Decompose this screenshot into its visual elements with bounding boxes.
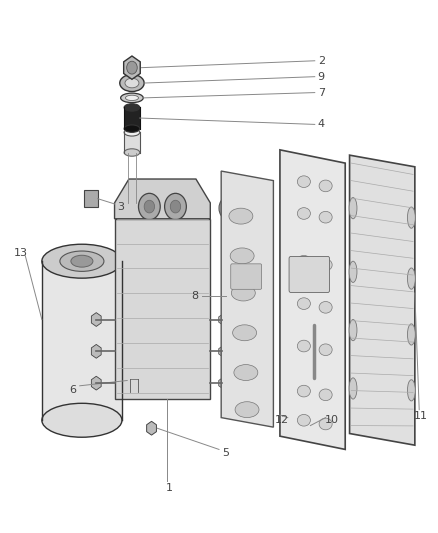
Text: 9: 9 — [318, 71, 325, 82]
Text: 5: 5 — [222, 448, 229, 458]
Ellipse shape — [297, 385, 311, 397]
Ellipse shape — [231, 285, 255, 301]
Text: 7: 7 — [318, 87, 325, 98]
Circle shape — [165, 193, 186, 220]
Polygon shape — [280, 150, 345, 449]
Circle shape — [170, 200, 181, 213]
Polygon shape — [219, 378, 226, 389]
Ellipse shape — [349, 261, 357, 282]
Ellipse shape — [125, 78, 139, 88]
Polygon shape — [92, 313, 101, 326]
Text: 12: 12 — [275, 415, 289, 425]
Circle shape — [219, 197, 238, 220]
Ellipse shape — [130, 390, 138, 394]
Text: 4: 4 — [318, 119, 325, 130]
Ellipse shape — [349, 319, 357, 341]
Text: 1: 1 — [166, 483, 173, 493]
Text: 10: 10 — [325, 415, 339, 425]
Ellipse shape — [319, 302, 332, 313]
Polygon shape — [128, 367, 140, 384]
Ellipse shape — [125, 95, 138, 101]
Polygon shape — [219, 346, 226, 357]
Text: 11: 11 — [413, 411, 427, 421]
Text: 2: 2 — [318, 56, 325, 66]
FancyBboxPatch shape — [289, 256, 329, 293]
Ellipse shape — [297, 340, 311, 352]
FancyBboxPatch shape — [84, 190, 98, 207]
Ellipse shape — [319, 212, 332, 223]
Circle shape — [127, 61, 137, 74]
Bar — [124, 108, 140, 128]
Ellipse shape — [235, 402, 259, 418]
Ellipse shape — [297, 298, 311, 310]
Ellipse shape — [71, 255, 93, 267]
Ellipse shape — [120, 93, 143, 103]
Ellipse shape — [319, 259, 332, 271]
Ellipse shape — [297, 208, 311, 219]
Ellipse shape — [407, 324, 415, 345]
Ellipse shape — [319, 180, 332, 192]
Ellipse shape — [319, 344, 332, 356]
Ellipse shape — [319, 418, 332, 430]
Polygon shape — [115, 179, 210, 219]
Ellipse shape — [297, 415, 311, 426]
Ellipse shape — [120, 75, 144, 92]
Ellipse shape — [42, 244, 122, 278]
Ellipse shape — [124, 128, 140, 136]
Ellipse shape — [234, 365, 258, 381]
Ellipse shape — [60, 251, 104, 271]
Bar — [124, 132, 140, 152]
Ellipse shape — [233, 325, 257, 341]
Ellipse shape — [349, 378, 357, 399]
Ellipse shape — [229, 208, 253, 224]
Ellipse shape — [42, 403, 122, 437]
Ellipse shape — [297, 176, 311, 188]
FancyBboxPatch shape — [231, 264, 261, 289]
Ellipse shape — [407, 207, 415, 228]
Ellipse shape — [124, 149, 140, 156]
Ellipse shape — [349, 198, 357, 219]
Ellipse shape — [319, 389, 332, 401]
Bar — [42, 261, 122, 420]
Bar — [130, 379, 138, 392]
Polygon shape — [147, 421, 156, 435]
Polygon shape — [92, 376, 101, 390]
Ellipse shape — [124, 125, 140, 132]
Polygon shape — [124, 56, 140, 79]
Text: 13: 13 — [14, 248, 28, 259]
Text: 8: 8 — [191, 290, 198, 301]
Circle shape — [224, 203, 233, 214]
Ellipse shape — [230, 248, 254, 264]
Ellipse shape — [407, 379, 415, 401]
Circle shape — [138, 193, 160, 220]
Polygon shape — [115, 219, 210, 399]
Ellipse shape — [124, 104, 140, 111]
Polygon shape — [219, 314, 226, 325]
Polygon shape — [350, 155, 415, 445]
Polygon shape — [92, 344, 101, 358]
Ellipse shape — [297, 255, 311, 267]
Text: 6: 6 — [70, 384, 77, 394]
Text: 3: 3 — [117, 201, 124, 212]
Polygon shape — [221, 171, 273, 427]
Circle shape — [144, 200, 155, 213]
Ellipse shape — [407, 268, 415, 289]
